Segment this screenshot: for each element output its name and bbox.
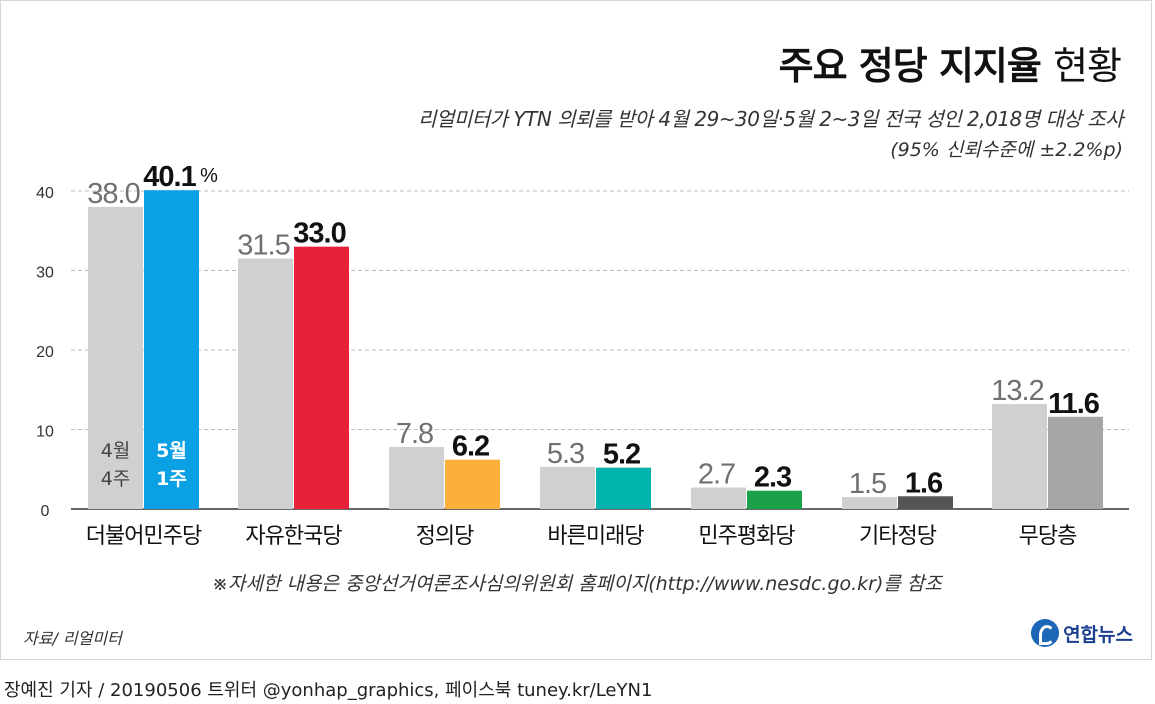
category-label: 바른미래당 (547, 524, 644, 549)
bar-prev (992, 404, 1047, 509)
category-label: 자유한국당 (245, 524, 342, 549)
source-label: 자료/ 리얼미터 (23, 629, 122, 648)
value-label-curr: 1.6 (905, 467, 943, 499)
yonhap-logo-icon (1031, 619, 1060, 647)
bar-curr (144, 190, 199, 509)
y-tick-label: 20 (36, 344, 54, 361)
bar-curr (898, 496, 953, 509)
value-label-prev: 13.2 (991, 375, 1043, 407)
category-label: 민주평화당 (698, 524, 795, 549)
bar-prev (389, 446, 444, 509)
value-label-curr: 5.2 (603, 439, 640, 471)
bar-chart: 0 10 20 30 40 38.040.1 더불어민주당% 4월 4주 5월 1주 31.5 33.0… (36, 161, 1129, 549)
confidence-note: (95% 신뢰수준에 ±2.2%p) (890, 139, 1123, 161)
category-label: 정의당 (416, 524, 474, 549)
bar-prev (691, 487, 746, 509)
yonhap-logo: 연합뉴스 (1031, 618, 1133, 648)
value-label-curr: 11.6 (1048, 388, 1100, 420)
title-light: 현황 (1053, 44, 1122, 88)
legend-curr-line1: 5월 (156, 440, 187, 462)
infographic-frame: 주요 정당 지지율 현황 리얼미터가 YTN 의뢰를 받아 4월 29~30일·… (0, 0, 1152, 660)
y-tick-label: 40 (36, 185, 54, 202)
value-label-curr: 33.0 (293, 218, 345, 250)
value-label-curr: 40.1 (143, 161, 196, 193)
value-label-curr: 6.2 (452, 431, 489, 463)
bar-curr (596, 467, 651, 509)
bar-prev (88, 206, 143, 509)
legend-prev-line1: 4월 (101, 440, 131, 462)
value-label-prev: 2.7 (698, 459, 735, 491)
logo-text: 연합뉴스 (1063, 623, 1133, 646)
legend-curr-line2: 1주 (156, 468, 187, 490)
bar-curr (294, 246, 349, 509)
category-label: 기타정당 (859, 524, 937, 549)
value-label-prev: 38.0 (87, 178, 139, 210)
y-tick-label: 30 (36, 265, 54, 282)
page-title: 주요 정당 지지율 현황 (778, 35, 1122, 90)
value-label-prev: 5.3 (547, 438, 584, 470)
category-label: 더불어민주당 (86, 524, 202, 549)
value-label-curr: 2.3 (754, 462, 792, 494)
bar-prev (540, 466, 595, 509)
value-label-prev: 31.5 (237, 230, 289, 262)
credit-line: 장예진 기자 / 20190506 트위터 @yonhap_graphics, … (4, 680, 653, 701)
bar-prev (238, 258, 293, 509)
value-label-prev: 7.8 (396, 418, 433, 450)
footnote: ※자세한 내용은 중앙선거여론조사심의위원회 홈페이지(http://www.n… (212, 573, 942, 595)
legend-prev-line2: 4주 (101, 468, 131, 490)
bar-curr (747, 490, 802, 509)
y-tick-label: 0 (41, 503, 50, 520)
y-tick-label: 10 (36, 424, 54, 441)
title-bold: 주요 정당 지지율 (778, 44, 1042, 88)
category-label: 무당층 (1019, 524, 1077, 549)
unit-suffix: % (200, 165, 218, 187)
bar-curr (1048, 416, 1103, 509)
bar-curr (445, 459, 500, 509)
value-label-prev: 1.5 (849, 468, 886, 500)
bar-prev (842, 497, 897, 509)
survey-description: 리얼미터가 YTN 의뢰를 받아 4월 29~30일·5월 2~3일 전국 성인… (418, 107, 1123, 131)
